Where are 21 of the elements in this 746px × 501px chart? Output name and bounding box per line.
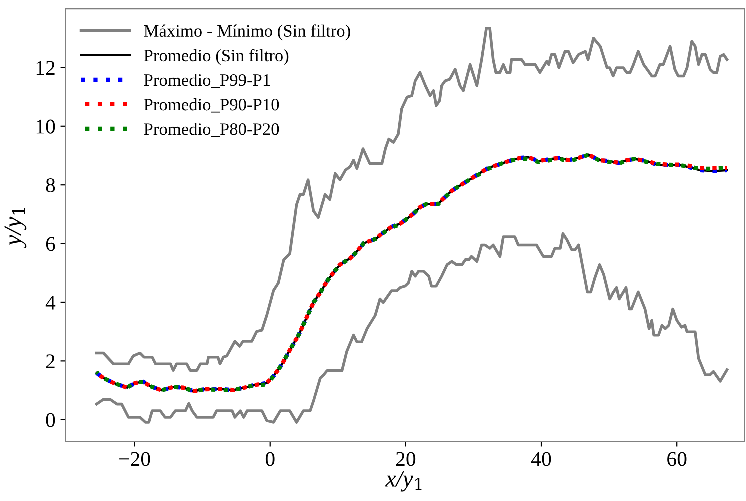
x-tick-label: 0: [266, 452, 275, 466]
x-tick-label: 20: [396, 452, 416, 466]
y-axis-title: y/y$_{1}$: [4, 208, 27, 248]
x-tick-label: 60: [668, 452, 687, 466]
legend-label: Promedio_P99-P1: [144, 74, 270, 88]
x-axis-title: x/y$_{1}$: [386, 471, 422, 492]
legend-label: Máximo - Mínimo (Sin filtro): [144, 24, 350, 41]
x-tick-label: −20: [120, 452, 150, 466]
legend-label: Promedio_P90-P10: [144, 98, 280, 113]
y-tick-label: 10: [36, 120, 56, 134]
legend-label: Promedio_P80-P20: [144, 123, 280, 138]
x-tick-label: 40: [532, 452, 552, 466]
y-tick-label: 6: [46, 237, 56, 252]
legend-label: Promedio (Sin filtro): [144, 49, 289, 66]
y-tick-label: 2: [46, 354, 55, 368]
y-tick-label: 12: [36, 61, 55, 75]
y-tick-label: 8: [46, 178, 56, 193]
line-series: [95, 26, 729, 372]
y-tick-label: 4: [46, 296, 56, 310]
line-series: [95, 232, 729, 424]
y-tick-label: 0: [46, 413, 56, 428]
